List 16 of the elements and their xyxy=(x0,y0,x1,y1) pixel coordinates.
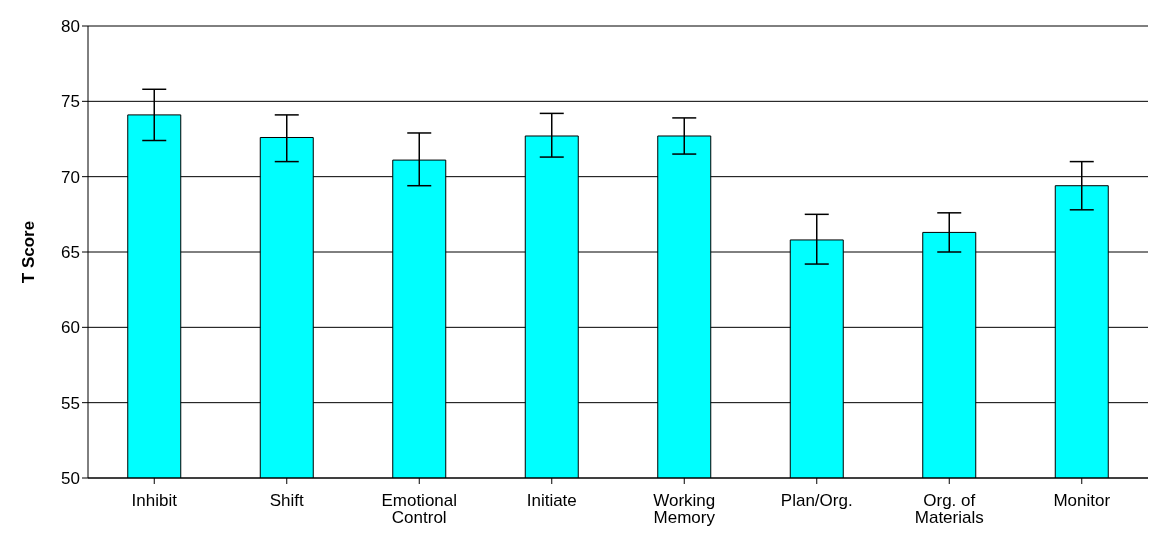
y-tick-label: 70 xyxy=(61,167,80,187)
y-tick-label: 80 xyxy=(61,17,80,37)
y-tick-label: 65 xyxy=(61,243,80,263)
x-tick-label: Org. of Materials xyxy=(914,491,984,528)
y-tick-label: 60 xyxy=(61,318,80,338)
y-tick-label: 75 xyxy=(61,92,80,112)
x-tick-label: Working Memory xyxy=(653,491,716,528)
x-tick-label: Shift xyxy=(269,491,305,511)
y-tick-label: 50 xyxy=(61,469,80,489)
x-tick-label: Initiate xyxy=(526,491,577,511)
x-tick-label: Plan/Org. xyxy=(780,491,853,511)
x-tick-label: Emotional Control xyxy=(381,491,458,528)
y-axis-title: T Score xyxy=(19,220,39,284)
x-tick-label: Monitor xyxy=(1053,491,1111,511)
y-tick-label: 55 xyxy=(61,393,80,413)
x-tick-label: Inhibit xyxy=(131,491,178,511)
